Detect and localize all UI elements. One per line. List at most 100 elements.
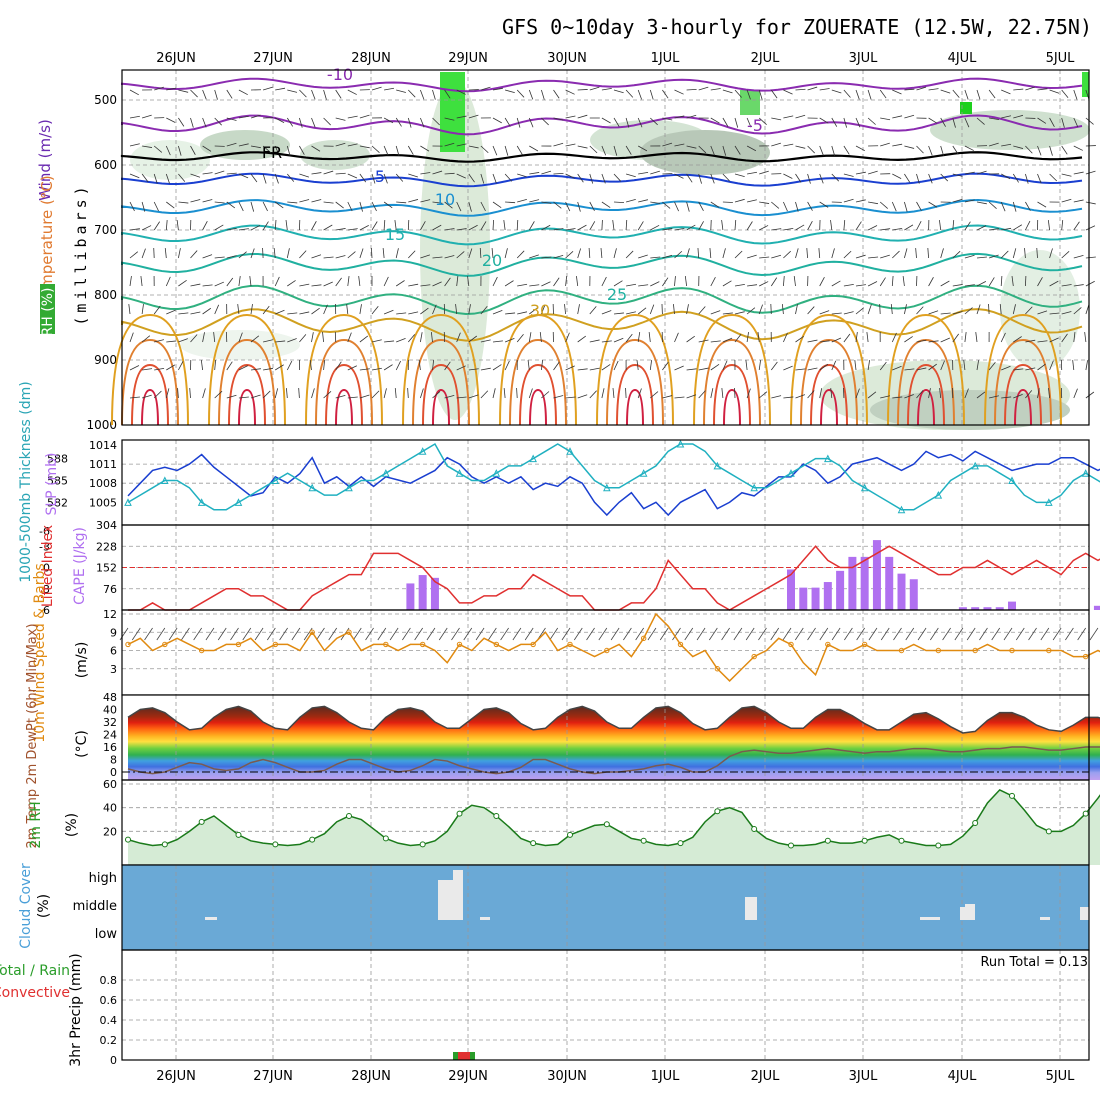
wind-barb bbox=[905, 627, 915, 641]
wind-barb bbox=[516, 333, 524, 343]
slp-line bbox=[127, 450, 1100, 517]
wind-barb bbox=[890, 304, 893, 315]
wind-barb bbox=[952, 117, 956, 128]
wind-barb bbox=[1036, 247, 1038, 259]
rh-marker bbox=[972, 820, 979, 827]
wind-barb bbox=[129, 251, 139, 259]
wind-barb bbox=[1001, 365, 1011, 371]
wind-barb bbox=[710, 117, 720, 124]
wind-barb bbox=[904, 304, 907, 315]
wind-speed-marker bbox=[825, 641, 831, 648]
wind-barb bbox=[394, 220, 397, 231]
wind-barb bbox=[553, 173, 564, 175]
wind-barb bbox=[193, 627, 202, 641]
wind-barb bbox=[1073, 145, 1083, 151]
wind-barb bbox=[238, 251, 247, 259]
wind-barb bbox=[684, 627, 694, 641]
rh-marker bbox=[603, 821, 610, 828]
wind-barb bbox=[1037, 88, 1048, 91]
wind-speed-marker bbox=[567, 641, 573, 648]
wind-barb bbox=[347, 143, 358, 147]
wind-barb bbox=[807, 627, 816, 641]
wind-barb bbox=[359, 368, 370, 371]
wind-barb bbox=[505, 312, 516, 315]
wind-barb bbox=[323, 391, 332, 399]
wind-barb bbox=[916, 339, 927, 343]
wind-speed-marker bbox=[530, 641, 536, 648]
wind-barb bbox=[867, 304, 872, 315]
wind-barb bbox=[662, 201, 671, 209]
wind-barb bbox=[927, 247, 929, 259]
wind-barb bbox=[335, 228, 346, 231]
wind-barb bbox=[976, 281, 987, 287]
wind-barb bbox=[456, 173, 466, 179]
wind-barb bbox=[976, 89, 981, 100]
wind-barb bbox=[408, 250, 416, 259]
wind-barb bbox=[601, 340, 612, 343]
wind-barb bbox=[915, 248, 917, 259]
wind-barb bbox=[202, 117, 207, 128]
rh-marker bbox=[567, 831, 573, 838]
contour-label: 5 bbox=[375, 167, 385, 186]
cape-tick-label: 76 bbox=[103, 583, 117, 596]
wind-barb bbox=[226, 227, 237, 231]
wind-barb bbox=[389, 627, 399, 641]
wind-barb bbox=[166, 340, 177, 343]
pressure-tick-label: 600 bbox=[94, 158, 117, 172]
wind-barb bbox=[1025, 339, 1036, 343]
wind-barb bbox=[928, 363, 937, 371]
wind-barb bbox=[516, 117, 521, 128]
wind-barb bbox=[250, 248, 255, 259]
bottom-date-label: 26JUN bbox=[156, 1069, 196, 1084]
wind-barb bbox=[1001, 143, 1012, 147]
lifted-index-axis-label: Lifted Index bbox=[40, 525, 56, 607]
wind-barb bbox=[541, 89, 545, 100]
wind-barb bbox=[734, 219, 737, 231]
wind-barb bbox=[528, 332, 532, 343]
wind-barb bbox=[323, 201, 334, 204]
wind-barb bbox=[819, 340, 830, 343]
rh-marker bbox=[161, 841, 168, 848]
wind-barb bbox=[323, 224, 333, 231]
wind-barb bbox=[867, 281, 878, 287]
wind-barb bbox=[698, 390, 706, 399]
wind-barb bbox=[432, 89, 436, 100]
temp-contour-25 bbox=[121, 284, 1083, 316]
profile-panel: 500 600 700 800 900 1000 -10 -5 FR 5 10 15 20 25 30 bbox=[86, 65, 1096, 432]
cape-bar bbox=[811, 587, 820, 610]
wind-barb bbox=[154, 367, 165, 371]
wind-barb bbox=[395, 280, 405, 287]
wind-barb bbox=[250, 368, 261, 371]
wind-barb bbox=[262, 86, 273, 91]
wind-barb bbox=[262, 305, 270, 315]
wind-barb bbox=[964, 221, 971, 231]
wind-barb bbox=[758, 360, 762, 371]
wind-barb bbox=[420, 254, 431, 259]
wind-barb bbox=[783, 396, 794, 399]
wind-barb bbox=[1001, 396, 1012, 399]
wind-barb bbox=[129, 365, 140, 371]
wind-barb bbox=[238, 365, 249, 371]
wind-barb bbox=[759, 170, 769, 175]
wind-barb bbox=[795, 368, 806, 371]
wind-barb bbox=[226, 277, 234, 287]
wind-barb bbox=[190, 334, 198, 343]
wind-barb bbox=[759, 225, 769, 231]
wind-barb bbox=[916, 367, 927, 371]
wind-barb bbox=[444, 89, 451, 99]
wind-barb bbox=[783, 250, 791, 259]
li-tick-label: 3 bbox=[43, 583, 50, 596]
wind-barb bbox=[347, 251, 356, 259]
thickness-marker bbox=[234, 498, 243, 506]
wind-barb bbox=[214, 281, 225, 287]
wind-speed-marker bbox=[714, 666, 721, 672]
low-level-temp-loop bbox=[1004, 363, 1042, 426]
wind-barb bbox=[746, 307, 756, 315]
wind-barb bbox=[408, 283, 419, 287]
wind-barb bbox=[879, 277, 886, 287]
wind-barb bbox=[867, 89, 872, 100]
wind-barb bbox=[988, 361, 996, 371]
wind-barb bbox=[274, 173, 279, 184]
top-date-label: 1JUL bbox=[651, 51, 681, 66]
wind-barb bbox=[819, 88, 830, 91]
